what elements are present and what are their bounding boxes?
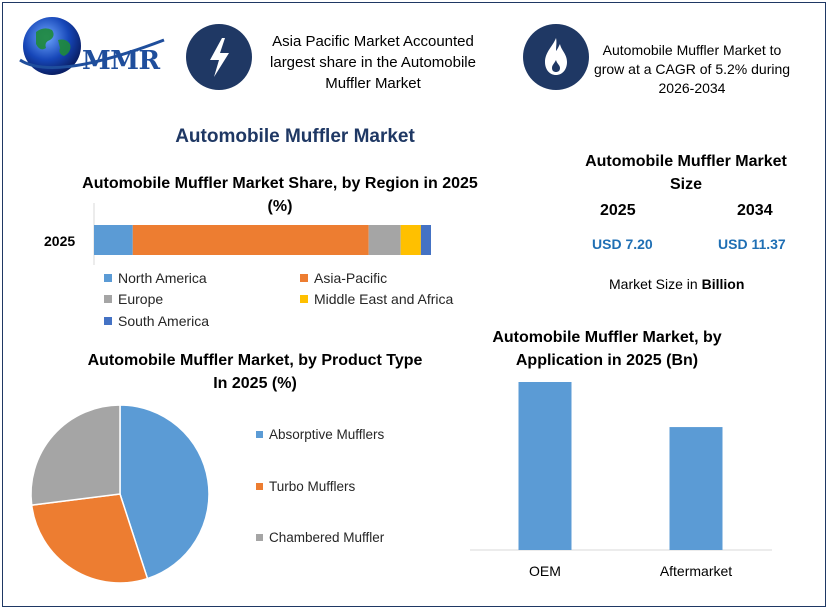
- pie-slice-chambered-muffler: [30, 404, 121, 506]
- cagr-fact: Automobile Muffler Market to grow at a C…: [593, 42, 791, 96]
- region-row-label: 2025: [44, 233, 76, 249]
- region-chart-title: Automobile Muffler Market Share, by Regi…: [82, 175, 478, 215]
- region-bar-middle-east-and-africa: [400, 225, 421, 255]
- pie-slice-turbo-mufflers: [30, 493, 149, 584]
- legend-swatch: [300, 295, 308, 304]
- globe-icon: [19, 17, 165, 75]
- pie-legend-chambered-muffler: Chambered Muffler: [256, 530, 384, 545]
- legend-label: Turbo Mufflers: [269, 479, 356, 494]
- region-bar-north-america: [94, 225, 133, 255]
- year-2034-label: 2034: [737, 202, 773, 219]
- note-prefix: Market Size in: [609, 276, 702, 292]
- value-2025: USD 7.20: [592, 236, 653, 252]
- pie-legend-turbo-mufflers: Turbo Mufflers: [256, 479, 355, 494]
- mmr-logo: MMR: [14, 10, 174, 90]
- legend-label: South America: [118, 313, 210, 329]
- market-size-note: Market Size in Billion: [609, 276, 744, 292]
- legend-swatch: [104, 274, 112, 283]
- region-bar-europe: [368, 225, 401, 255]
- legend-swatch: [256, 430, 263, 438]
- legend-item-asia-pacific: Asia-Pacific: [300, 270, 387, 286]
- application-chart-title: Automobile Muffler Market, by Applicatio…: [492, 329, 722, 369]
- logo-text: MMR: [82, 46, 160, 76]
- asia-pacific-fact: Asia Pacific Market Accounted largest sh…: [270, 33, 476, 92]
- product-chart-title: Automobile Muffler Market, by Product Ty…: [87, 352, 423, 392]
- year-2025-label: 2025: [600, 202, 636, 219]
- flame-icon: [545, 38, 567, 75]
- value-2034: USD 11.37: [718, 236, 786, 252]
- application-bar-oem: [518, 382, 572, 550]
- lightning-icon: [210, 38, 229, 77]
- pie-legend-absorptive-mufflers: Absorptive Mufflers: [256, 427, 384, 442]
- pie-slice-absorptive-mufflers: [119, 404, 210, 580]
- flame-badge: [523, 24, 589, 90]
- legend-item-europe: Europe: [104, 291, 163, 307]
- legend-swatch: [300, 274, 308, 283]
- legend-swatch: [256, 533, 263, 541]
- legend-swatch: [104, 295, 112, 304]
- x-tick-oem: OEM: [529, 563, 561, 579]
- region-bar-asia-pacific: [132, 225, 369, 255]
- legend-item-south-america: South America: [104, 313, 209, 329]
- legend-label: Asia-Pacific: [314, 270, 388, 286]
- legend-label: Middle East and Africa: [314, 291, 454, 307]
- main-title: Automobile Muffler Market: [175, 126, 415, 147]
- market-size-title: Automobile Muffler Market Size: [585, 153, 787, 193]
- x-tick-aftermarket: Aftermarket: [659, 563, 733, 579]
- legend-label: North America: [118, 270, 207, 286]
- application-bar-aftermarket: [669, 427, 723, 550]
- region-bar-south-america: [420, 225, 431, 255]
- legend-item-north-america: North America: [104, 270, 207, 286]
- legend-label: Absorptive Mufflers: [269, 427, 385, 442]
- legend-item-middle-east-and-africa: Middle East and Africa: [300, 291, 453, 307]
- legend-label: Chambered Muffler: [269, 530, 385, 545]
- legend-label: Europe: [118, 291, 164, 307]
- legend-swatch: [104, 317, 112, 326]
- note-unit: Billion: [701, 276, 745, 292]
- lightning-badge: [186, 24, 252, 90]
- legend-swatch: [256, 482, 263, 490]
